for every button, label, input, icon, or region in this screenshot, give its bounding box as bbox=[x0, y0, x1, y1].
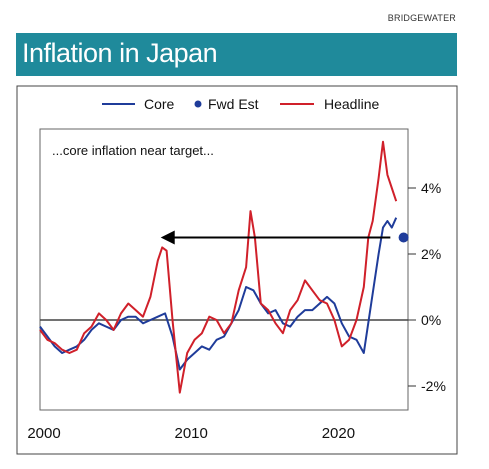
fwd-est-point bbox=[398, 232, 409, 243]
brand-label: BRIDGEWATER bbox=[387, 13, 456, 23]
y-tick-label: 0% bbox=[421, 312, 441, 328]
x-tick-label: 2010 bbox=[175, 425, 208, 442]
chart-annotation: ...core inflation near target... bbox=[52, 143, 214, 158]
title-banner: Inflation in Japan bbox=[16, 33, 457, 76]
headline-series-line bbox=[39, 140, 398, 394]
legend-fwd-label: Fwd Est bbox=[208, 96, 259, 112]
legend-fwd-swatch bbox=[194, 100, 202, 108]
core-series-line bbox=[39, 217, 398, 371]
page-title: Inflation in Japan bbox=[22, 38, 218, 68]
legend-headline-label: Headline bbox=[324, 96, 379, 112]
y-tick-label: 2% bbox=[421, 246, 441, 262]
plot-frame bbox=[39, 128, 409, 411]
legend: Core Fwd Est Headline bbox=[102, 96, 379, 112]
outer-frame bbox=[16, 85, 458, 455]
x-tick-label: 2020 bbox=[322, 425, 355, 442]
y-tick-label: 4% bbox=[421, 180, 441, 196]
arrow-head bbox=[160, 230, 175, 245]
x-tick-label: 2000 bbox=[27, 425, 60, 442]
y-tick-label: -2% bbox=[421, 378, 446, 394]
legend-core-label: Core bbox=[144, 96, 175, 112]
